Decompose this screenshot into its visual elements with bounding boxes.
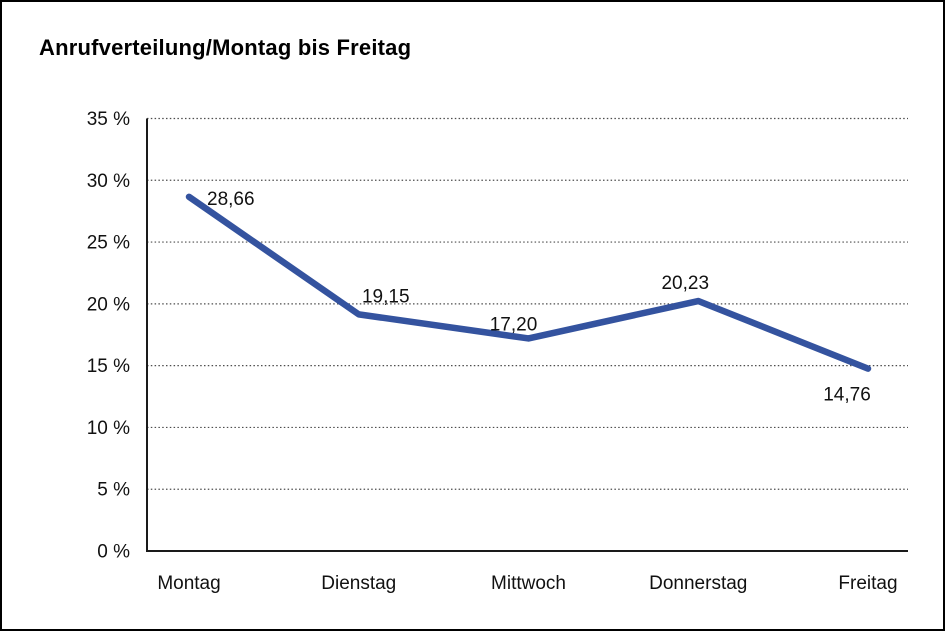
data-point-label: 19,15 [362, 286, 410, 307]
data-line [185, 193, 872, 372]
data-point-label: 17,20 [490, 314, 538, 335]
y-tick-label: 0 % [97, 542, 130, 563]
x-tick-label: Mittwoch [491, 573, 566, 594]
chart-title: Anrufverteilung/Montag bis Freitag [39, 35, 412, 60]
data-point-label: 14,76 [823, 385, 871, 406]
x-tick-label: Freitag [838, 573, 897, 594]
y-tick-label: 20 % [87, 294, 130, 315]
x-tick-label: Montag [157, 573, 220, 594]
y-tick-label: 10 % [87, 418, 130, 439]
y-tick-label: 30 % [87, 171, 130, 192]
x-tick-label: Donnerstag [649, 573, 747, 594]
data-point-label: 28,66 [207, 189, 255, 210]
y-tick-label: 15 % [87, 356, 130, 377]
y-tick-label: 25 % [87, 233, 130, 254]
y-tick-label: 35 % [87, 109, 130, 130]
x-tick-label: Dienstag [321, 573, 396, 594]
y-tick-label: 5 % [97, 480, 130, 501]
data-point-label: 20,23 [661, 273, 709, 294]
